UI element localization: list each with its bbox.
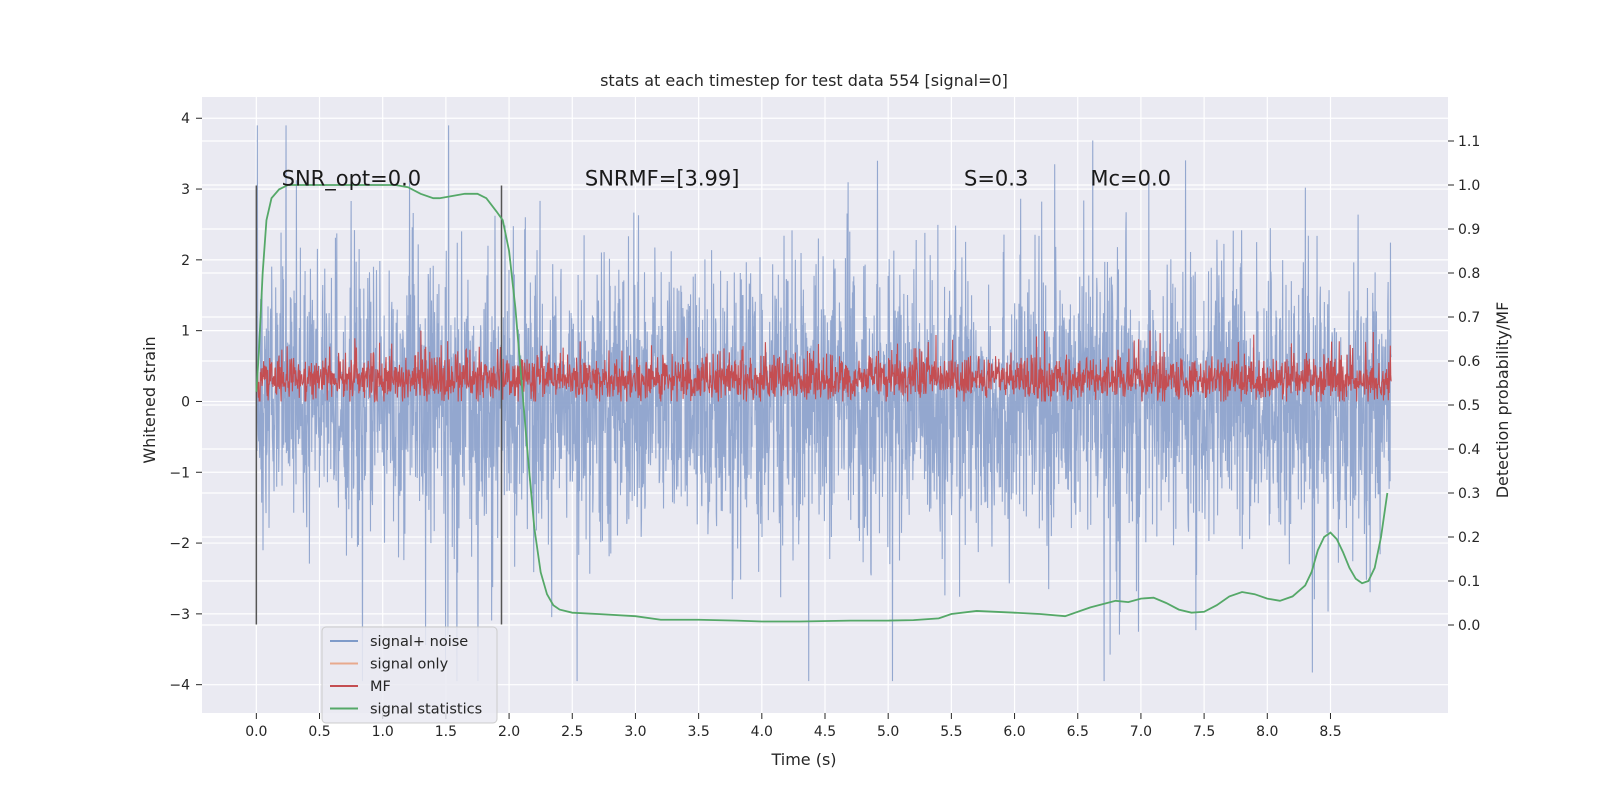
x-tick-label: 1.5 bbox=[435, 724, 457, 740]
x-axis-label: Time (s) bbox=[770, 750, 836, 769]
y-tick-label: 4 bbox=[181, 111, 190, 127]
y-axis-label: Whitened strain bbox=[140, 336, 159, 463]
y-tick-label: −1 bbox=[169, 465, 190, 481]
y-right-tick-label: 0.0 bbox=[1458, 618, 1480, 634]
signal-statistics-line bbox=[255, 184, 1389, 623]
x-tick-label: 4.0 bbox=[751, 724, 773, 740]
y-tick-label: 3 bbox=[181, 182, 190, 198]
y-tick-label: −4 bbox=[169, 678, 190, 694]
y-right-tick-label: 0.9 bbox=[1458, 222, 1480, 238]
annotation-text: S=0.3 bbox=[964, 167, 1028, 191]
legend-label: signal statistics bbox=[370, 702, 482, 718]
y-right-tick-label: 0.2 bbox=[1458, 530, 1480, 546]
x-tick-label: 5.0 bbox=[877, 724, 899, 740]
annotations: SNR_opt=0.0 SNRMF=[3.99] S=0.3 Mc=0.0 bbox=[282, 167, 1171, 192]
x-tick-label: 3.5 bbox=[687, 724, 709, 740]
chart-title: stats at each timestep for test data 554… bbox=[600, 71, 1008, 90]
legend-label: signal only bbox=[370, 657, 449, 673]
x-tick-label: 5.5 bbox=[940, 724, 962, 740]
y-right-tick-label: 0.6 bbox=[1458, 354, 1480, 370]
x-tick-label: 7.0 bbox=[1130, 724, 1152, 740]
x-tick-label: 3.0 bbox=[624, 724, 646, 740]
annotation-text: SNR_opt=0.0 bbox=[282, 167, 422, 192]
x-tick-label: 7.5 bbox=[1193, 724, 1215, 740]
y-right-axis-ticks: 1.1 1.0 0.9 0.8 0.7 0.6 0.5 0.4 0.3 0.2 0.1 0.0 bbox=[1448, 134, 1480, 634]
signal-noise-series bbox=[255, 125, 1392, 682]
y-tick-label: 1 bbox=[181, 324, 190, 340]
x-axis-ticks: 0.0 0.5 1.0 1.5 2.0 2.5 3.0 3.5 4.0 4.5 5.0 5.5 6.0 6… bbox=[245, 713, 1342, 740]
signal-noise-line bbox=[255, 125, 1392, 682]
x-tick-label: 2.5 bbox=[561, 724, 583, 740]
mf-series bbox=[255, 330, 1392, 403]
legend-box bbox=[321, 626, 498, 724]
y-right-tick-label: 0.4 bbox=[1458, 442, 1480, 458]
x-tick-label: 4.5 bbox=[814, 724, 836, 740]
legend-label: signal+ noise bbox=[370, 634, 468, 650]
y-tick-label: −3 bbox=[169, 607, 190, 623]
mf-line bbox=[255, 330, 1392, 403]
y-axis-ticks: 4 3 2 1 0 −1 −2 −3 −4 bbox=[169, 111, 202, 694]
y-tick-label: −2 bbox=[169, 536, 190, 552]
y-right-tick-label: 0.7 bbox=[1458, 310, 1480, 326]
x-tick-label: 8.5 bbox=[1319, 724, 1341, 740]
annotation-text: Mc=0.0 bbox=[1090, 167, 1171, 191]
signal-statistics-series bbox=[255, 184, 1389, 623]
y-right-tick-label: 0.3 bbox=[1458, 486, 1480, 502]
y-right-tick-label: 1.0 bbox=[1458, 178, 1480, 194]
annotation-text: SNRMF=[3.99] bbox=[585, 167, 740, 191]
legend-label: MF bbox=[370, 679, 391, 695]
x-tick-label: 1.0 bbox=[372, 724, 394, 740]
x-tick-label: 6.0 bbox=[1003, 724, 1025, 740]
y-tick-label: 2 bbox=[181, 253, 190, 269]
x-tick-label: 6.5 bbox=[1067, 724, 1089, 740]
x-tick-label: 2.0 bbox=[498, 724, 520, 740]
x-tick-label: 8.0 bbox=[1256, 724, 1278, 740]
legend: signal+ noise signal only MF signal statist… bbox=[321, 626, 498, 724]
x-tick-label: 0.5 bbox=[308, 724, 330, 740]
y-right-axis-label: Detection probability/MF bbox=[1493, 302, 1512, 499]
vertical-lines bbox=[255, 185, 503, 625]
y-right-tick-label: 0.8 bbox=[1458, 266, 1480, 282]
y-right-tick-label: 1.1 bbox=[1458, 134, 1480, 150]
y-right-tick-label: 0.1 bbox=[1458, 574, 1480, 590]
y-tick-label: 0 bbox=[181, 394, 190, 410]
y-right-tick-label: 0.5 bbox=[1458, 398, 1480, 414]
x-tick-label: 0.0 bbox=[245, 724, 267, 740]
